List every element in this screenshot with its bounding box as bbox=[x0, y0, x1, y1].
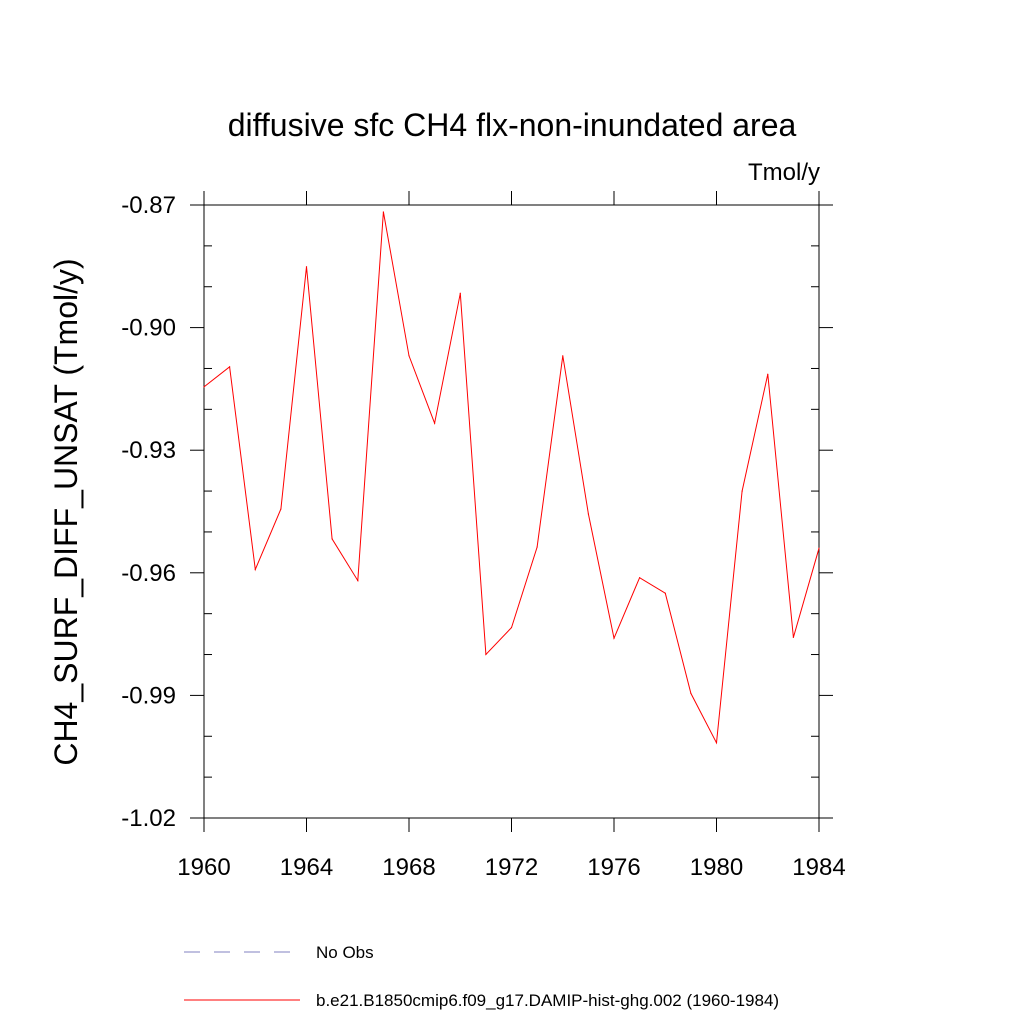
x-tick-label: 1964 bbox=[280, 854, 333, 881]
data-point bbox=[587, 513, 589, 515]
data-point bbox=[818, 547, 820, 549]
y-tick-label: -1.02 bbox=[121, 805, 176, 832]
data-point bbox=[408, 355, 410, 357]
data-point bbox=[229, 366, 231, 368]
data-point bbox=[280, 508, 282, 510]
x-tick-label: 1980 bbox=[690, 854, 743, 881]
data-point bbox=[510, 626, 513, 629]
data-point bbox=[382, 211, 384, 213]
x-tick-label: 1968 bbox=[382, 854, 435, 881]
x-tick-label: 1976 bbox=[587, 854, 640, 881]
series-layer bbox=[203, 211, 820, 745]
legend-label: No Obs bbox=[316, 943, 374, 962]
x-tick-label: 1960 bbox=[177, 854, 230, 881]
y-tick-label: -0.93 bbox=[121, 437, 176, 464]
plot-frame bbox=[203, 204, 820, 819]
data-point bbox=[254, 568, 256, 571]
units-label: Tmol/y bbox=[748, 159, 820, 186]
data-point bbox=[639, 577, 641, 579]
data-point bbox=[690, 692, 692, 694]
data-point bbox=[664, 592, 666, 594]
y-axis-label: CH4_SURF_DIFF_UNSAT (Tmol/y) bbox=[48, 258, 84, 765]
data-point bbox=[536, 546, 538, 548]
data-point bbox=[357, 579, 359, 582]
chart-title: diffusive sfc CH4 flx-non-inundated area bbox=[228, 107, 797, 143]
data-point bbox=[562, 355, 564, 357]
y-tick-label: -0.90 bbox=[121, 315, 176, 342]
legend-label: b.e21.B1850cmip6.f09_g17.DAMIP-hist-ghg.… bbox=[316, 991, 779, 1010]
y-tick-label: -0.96 bbox=[121, 560, 176, 587]
data-point bbox=[741, 490, 743, 492]
data-point bbox=[767, 373, 769, 375]
axis-tick-labels: 1960 1964 1968 1972 1976 1980 1984 -0.87 -0.90 -0… bbox=[121, 192, 845, 881]
data-point bbox=[485, 653, 487, 656]
y-tick-label: -0.99 bbox=[121, 682, 176, 709]
data-point bbox=[459, 292, 461, 294]
x-tick-label: 1972 bbox=[485, 854, 538, 881]
legend: No Obs b.e21.B1850cmip6.f09_g17.DAMIP-his… bbox=[184, 943, 779, 1010]
data-point bbox=[434, 422, 436, 424]
data-point bbox=[715, 742, 718, 744]
axis-ticks bbox=[190, 191, 833, 832]
data-point bbox=[331, 538, 333, 540]
x-tick-label: 1984 bbox=[792, 854, 845, 881]
data-point bbox=[792, 636, 794, 638]
y-tick-label: -0.87 bbox=[121, 192, 176, 219]
data-point bbox=[305, 266, 308, 268]
series-line-0 bbox=[203, 211, 820, 745]
data-point bbox=[613, 637, 615, 639]
data-point bbox=[203, 386, 205, 388]
